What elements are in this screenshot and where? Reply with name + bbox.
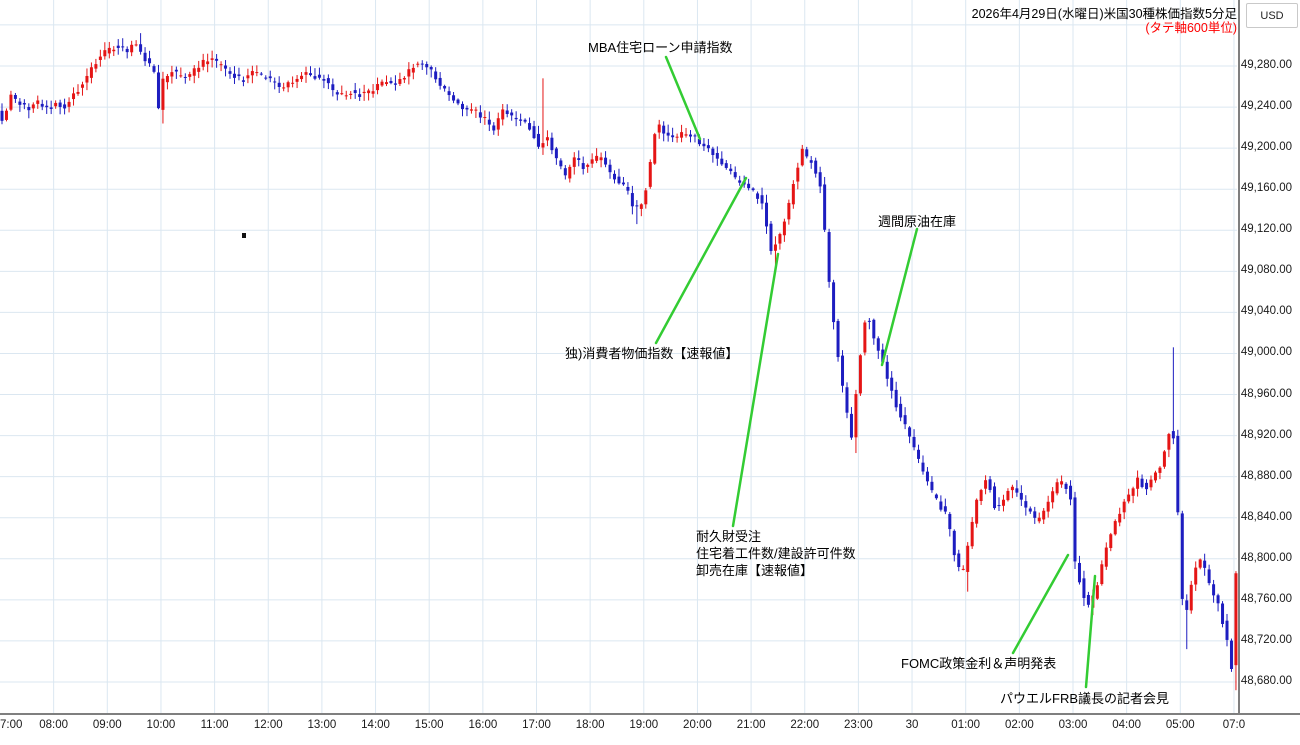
- price-axis-label: 49,280.00: [1240, 59, 1292, 71]
- time-axis-label: 18:00: [575, 719, 605, 731]
- time-axis-label: 17:00: [522, 719, 551, 731]
- time-axis-line: [0, 713, 1300, 715]
- price-axis-separator: [1238, 0, 1240, 714]
- time-axis-label: 13:00: [307, 719, 337, 731]
- time-axis-label: 01:00: [951, 719, 981, 731]
- time-axis-label: 12:00: [253, 719, 283, 731]
- price-axis-label: 48,960.00: [1240, 387, 1292, 400]
- chart-title: 2026年4月29日(水曜日)米国30種株価指数5分足: [971, 7, 1237, 21]
- event-annotation-label: MBA住宅ローン申請指数: [588, 40, 733, 55]
- time-axis-label: 03:00: [1058, 719, 1088, 731]
- price-axis-label: 48,680.00: [1240, 675, 1292, 687]
- price-axis-label: 49,160.00: [1240, 182, 1292, 195]
- time-axis-label: 23:00: [844, 719, 873, 731]
- price-axis-label: 48,920.00: [1240, 428, 1292, 441]
- time-axis-label: 07:0: [1222, 719, 1246, 731]
- time-axis-label: 15:00: [414, 719, 444, 731]
- time-axis-label: 7:00: [0, 719, 23, 731]
- price-axis-label: 48,840.00: [1240, 510, 1292, 523]
- price-axis-label: 48,760.00: [1240, 592, 1292, 605]
- time-axis-label: 21:00: [736, 719, 766, 731]
- price-axis-label: 49,200.00: [1240, 141, 1292, 154]
- time-axis-label: 22:00: [790, 719, 820, 731]
- time-axis-label: 14:00: [361, 719, 390, 731]
- stray-dot-mark: [242, 233, 246, 238]
- time-axis-label: 19:00: [629, 719, 659, 731]
- candlestick-chart: [0, 0, 1238, 713]
- price-axis-label: 48,720.00: [1240, 633, 1292, 646]
- price-axis-label: 48,800.00: [1240, 551, 1292, 564]
- time-axis-label: 04:00: [1112, 719, 1142, 731]
- price-axis-label: 49,080.00: [1240, 264, 1292, 277]
- price-axis-label: 48,880.00: [1240, 469, 1292, 482]
- price-axis-label: 49,040.00: [1240, 305, 1292, 318]
- time-axis-label: 02:00: [1004, 719, 1034, 731]
- event-annotation-label: 耐久財受注 住宅着工件数/建設許可件数 卸売在庫【速報値】: [696, 529, 856, 578]
- time-axis-label: 16:00: [468, 719, 498, 731]
- chart-subtitle-axis-scale: (タテ軸600単位): [1145, 21, 1237, 35]
- event-annotation-label: FOMC政策金利＆声明発表: [901, 656, 1057, 671]
- price-axis-label: 49,240.00: [1240, 100, 1292, 113]
- event-annotation-label: 独)消費者物価指数【速報値】: [565, 346, 739, 361]
- currency-unit-badge: USD: [1246, 3, 1298, 28]
- event-annotation-label: 週間原油在庫: [878, 214, 957, 229]
- time-axis-label: 20:00: [683, 719, 712, 731]
- time-axis-label: 11:00: [200, 719, 229, 731]
- time-axis-label: 08:00: [39, 719, 69, 731]
- time-axis-label: 30: [905, 719, 919, 731]
- time-axis-label: 10:00: [146, 719, 176, 731]
- event-annotation-label: パウエルFRB議長の記者会見: [1000, 691, 1170, 706]
- price-axis-label: 49,120.00: [1240, 223, 1292, 236]
- time-axis-label: 09:00: [92, 719, 122, 731]
- price-axis-label: 49,000.00: [1240, 346, 1292, 359]
- time-axis-label: 05:00: [1165, 719, 1195, 731]
